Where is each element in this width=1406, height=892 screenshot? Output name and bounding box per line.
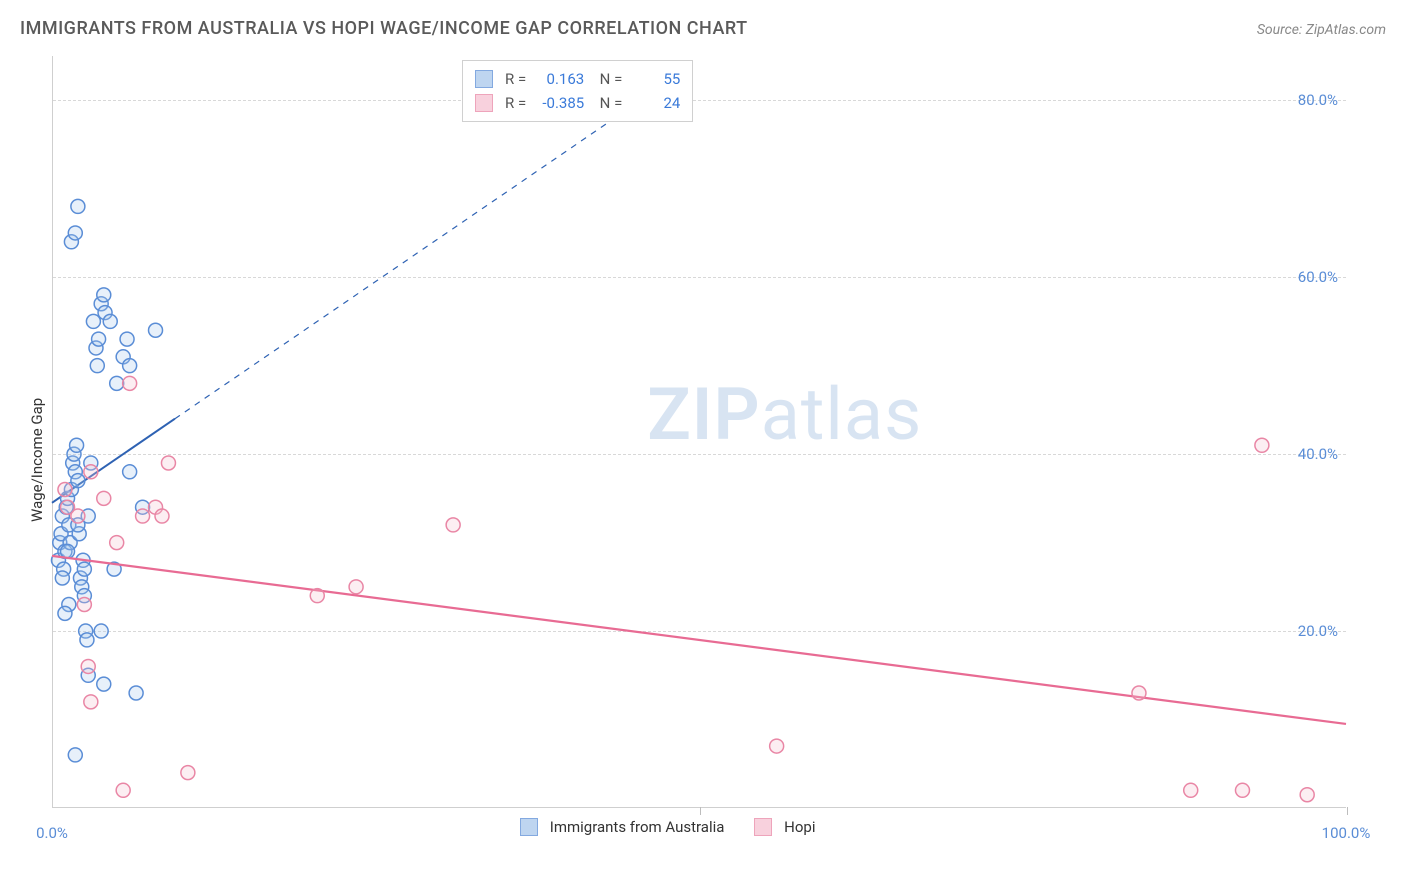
r-label: R = — [505, 67, 526, 91]
x-tick-label: 100.0% — [1322, 824, 1371, 842]
stats-row-series-b: R = -0.385 N = 24 — [475, 91, 680, 115]
data-point — [123, 359, 137, 373]
data-point — [71, 199, 85, 213]
data-point — [103, 314, 117, 328]
data-point — [1300, 788, 1314, 802]
data-point — [136, 509, 150, 523]
data-point — [97, 491, 111, 505]
stats-legend-box: R = 0.163 N = 55 R = -0.385 N = 24 — [462, 60, 693, 122]
data-point — [123, 376, 137, 390]
data-point — [71, 509, 85, 523]
y-tick-label: 60.0% — [1298, 268, 1338, 286]
y-tick-label: 20.0% — [1298, 622, 1338, 640]
data-point — [80, 633, 94, 647]
n-value-a: 55 — [630, 67, 680, 91]
data-point — [161, 456, 175, 470]
data-point — [68, 748, 82, 762]
data-point — [97, 288, 111, 302]
data-point — [84, 465, 98, 479]
data-point — [120, 332, 134, 346]
trend-line-extrapolation — [175, 96, 647, 419]
data-point — [97, 677, 111, 691]
n-label: N = — [592, 91, 622, 115]
data-point — [90, 359, 104, 373]
data-point — [446, 518, 460, 532]
data-point — [68, 226, 82, 240]
data-point — [310, 589, 324, 603]
legend-item-b: Hopi — [754, 818, 815, 836]
data-point — [58, 483, 72, 497]
data-point — [1132, 686, 1146, 700]
data-point — [155, 509, 169, 523]
data-point — [55, 571, 69, 585]
data-point — [349, 580, 363, 594]
stats-row-series-a: R = 0.163 N = 55 — [475, 67, 680, 91]
data-point — [1255, 438, 1269, 452]
data-point — [70, 438, 84, 452]
data-point — [58, 606, 72, 620]
data-point — [110, 376, 124, 390]
r-value-b: -0.385 — [534, 91, 584, 115]
data-point — [110, 536, 124, 550]
swatch-series-b — [754, 818, 772, 836]
swatch-series-b — [475, 94, 493, 112]
trend-line — [52, 556, 1346, 724]
data-point — [77, 598, 91, 612]
n-label: N = — [592, 67, 622, 91]
data-point — [181, 766, 195, 780]
data-point — [129, 686, 143, 700]
data-point — [84, 695, 98, 709]
x-tick-label: 0.0% — [36, 824, 68, 842]
data-point — [71, 474, 85, 488]
y-tick-label: 40.0% — [1298, 445, 1338, 463]
r-value-a: 0.163 — [534, 67, 584, 91]
data-point — [94, 624, 108, 638]
y-tick-label: 80.0% — [1298, 91, 1338, 109]
series-legend: Immigrants from Australia Hopi — [520, 818, 815, 836]
data-point — [92, 332, 106, 346]
legend-label-b: Hopi — [784, 818, 815, 836]
legend-label-a: Immigrants from Australia — [550, 818, 725, 836]
r-label: R = — [505, 91, 526, 115]
data-point — [77, 562, 91, 576]
n-value-b: 24 — [630, 91, 680, 115]
data-point — [1235, 783, 1249, 797]
data-point — [149, 323, 163, 337]
swatch-series-a — [520, 818, 538, 836]
data-point — [81, 659, 95, 673]
data-point — [1184, 783, 1198, 797]
data-point — [770, 739, 784, 753]
scatter-plot-svg — [0, 0, 1406, 892]
swatch-series-a — [475, 70, 493, 88]
data-point — [123, 465, 137, 479]
legend-item-a: Immigrants from Australia — [520, 818, 724, 836]
data-point — [116, 783, 130, 797]
data-point — [86, 314, 100, 328]
